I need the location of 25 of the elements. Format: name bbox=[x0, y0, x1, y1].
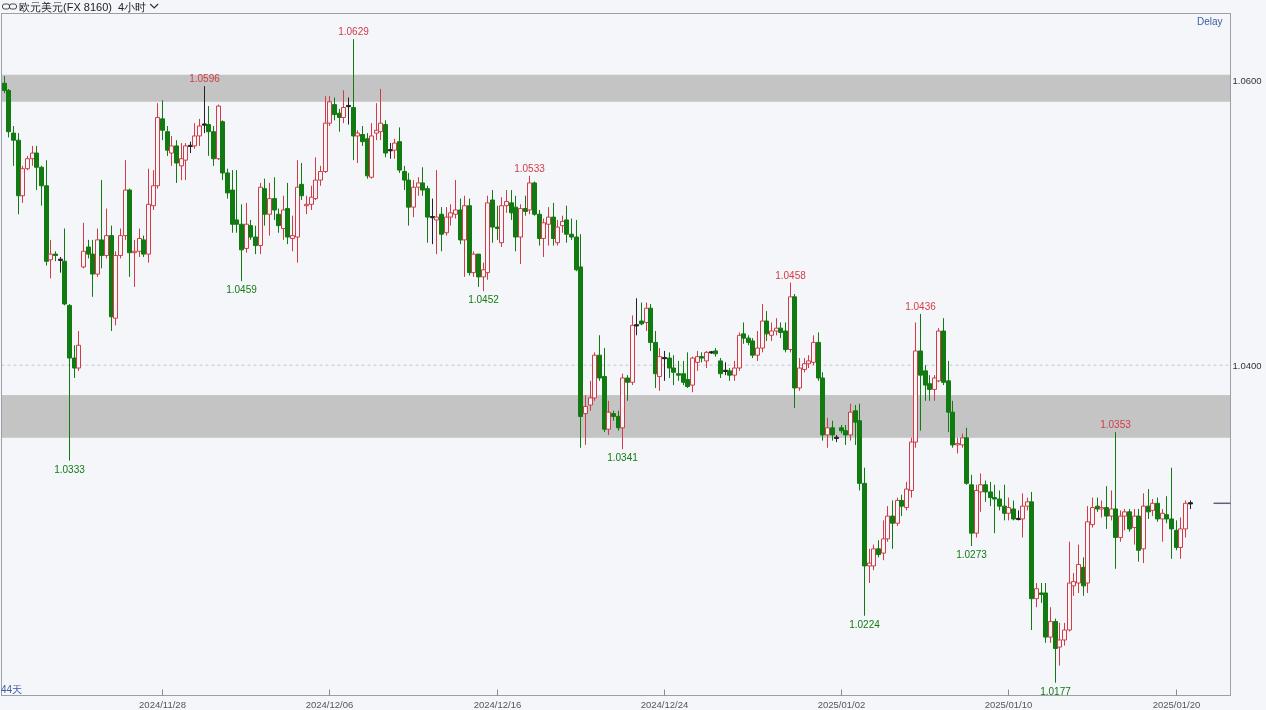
annotation: 1.0341 bbox=[607, 451, 639, 463]
annotation: 1.0224 bbox=[849, 618, 881, 630]
text: Delay bbox=[1196, 15, 1223, 26]
x-tick-label: 2025/01/10 bbox=[984, 698, 1033, 709]
annotation: 44天 bbox=[1, 683, 23, 694]
x-tick-label: 2025/01/20 bbox=[1152, 698, 1201, 709]
annotation: 1.0596 bbox=[189, 72, 221, 84]
annotation: 1.0452 bbox=[468, 293, 500, 305]
x-tick-label: 2025/01/02 bbox=[817, 698, 866, 709]
annotation: 1.0177 bbox=[1040, 685, 1072, 697]
annotation: 1.0436 bbox=[905, 300, 937, 312]
x-tick-label: 2024/12/16 bbox=[473, 698, 522, 709]
y-tick-label: 1.0400 bbox=[1232, 359, 1262, 371]
annotation: 1.0273 bbox=[956, 548, 988, 560]
annotation: 1.0333 bbox=[54, 463, 86, 475]
annotation: 1.0533 bbox=[514, 162, 546, 174]
x-tick-label: 2024/12/24 bbox=[640, 698, 689, 709]
annotation: 1.0458 bbox=[775, 269, 807, 281]
x-tick-label: 2024/12/06 bbox=[305, 698, 354, 709]
annotation: 1.0629 bbox=[338, 25, 370, 37]
y-tick-label: 1.0600 bbox=[1232, 74, 1262, 86]
annotation: 1.0353 bbox=[1100, 418, 1132, 430]
x-tick-label: 2024/11/28 bbox=[139, 698, 186, 709]
annotation: 1.0459 bbox=[226, 283, 258, 295]
chart-title: 欧元美元(FX 8160) 4小时 bbox=[19, 0, 147, 13]
